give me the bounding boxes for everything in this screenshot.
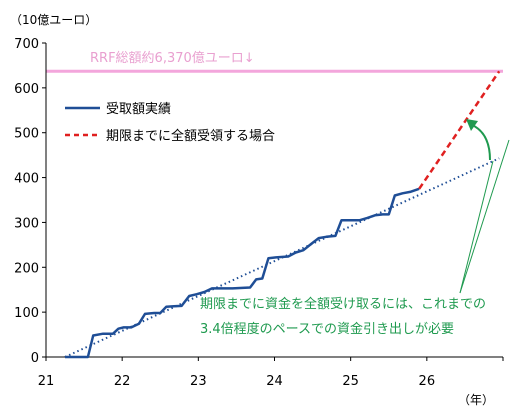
annotation: 期限までに資金を全額受け取るには、これまでの 3.4倍程度のペースでの資金引き出… xyxy=(200,119,510,337)
annotation-line-2: 3.4倍程度のペースでの資金引き出しが必要 xyxy=(200,321,454,337)
annotation-pointer xyxy=(459,139,510,294)
series-line-actual xyxy=(65,187,420,359)
y-tick-label: 200 xyxy=(14,261,39,276)
x-tick-label: 26 xyxy=(419,374,436,389)
x-tick-layer: 21 22 23 24 25 26 xyxy=(38,357,504,389)
x-tick-label: 24 xyxy=(266,374,283,389)
annotation-pointer xyxy=(459,160,494,294)
annotation-arrow xyxy=(469,123,491,161)
legend: 受取額実績 期限までに全額受領する場合 xyxy=(65,101,275,144)
x-tick-label: 23 xyxy=(190,374,207,389)
y-tick-label: 300 xyxy=(14,216,39,231)
series-line-projection xyxy=(418,70,501,190)
y-tick-label: 0 xyxy=(31,351,39,366)
x-unit-label: （年） xyxy=(458,393,494,407)
legend-label-actual: 受取額実績 xyxy=(106,101,171,117)
rrf-total-label: RRF総額約6,370億ユーロ↓ xyxy=(90,50,255,66)
x-tick-label: 22 xyxy=(114,374,131,389)
y-tick-label: 700 xyxy=(14,37,39,52)
y-tick-label: 500 xyxy=(14,127,39,142)
legend-label-projection: 期限までに全額受領する場合 xyxy=(106,128,275,144)
y-unit-label: （10億ユーロ） xyxy=(10,13,97,27)
y-tick-layer: 0 100 200 300 400 500 600 700 xyxy=(14,37,46,366)
y-tick-label: 600 xyxy=(14,82,39,97)
x-tick-label: 21 xyxy=(38,374,55,389)
x-tick-label: 25 xyxy=(342,374,359,389)
y-tick-label: 100 xyxy=(14,306,39,321)
series-layer xyxy=(64,70,501,359)
annotation-arrowhead xyxy=(466,119,478,131)
y-tick-label: 400 xyxy=(14,172,39,187)
annotation-line-1: 期限までに資金を全額受け取るには、これまでの xyxy=(200,296,486,312)
series-line-trend xyxy=(64,157,500,358)
